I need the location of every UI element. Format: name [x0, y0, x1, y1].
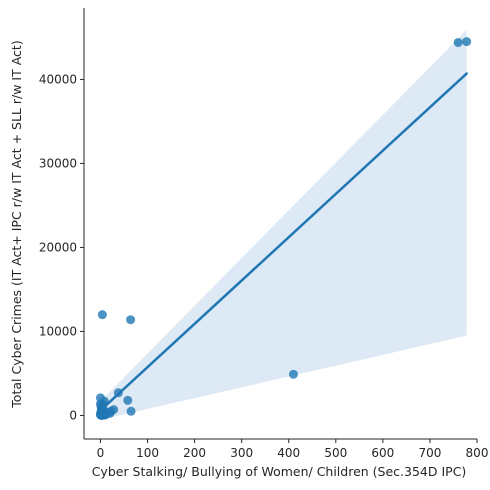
x-tick-label: 300: [230, 446, 253, 460]
y-tick-label: 0: [69, 408, 77, 422]
x-tick-label: 0: [97, 446, 105, 460]
x-tick-label: 700: [418, 446, 441, 460]
y-axis-ticks: 0 10000 20000 30000 40000: [39, 72, 84, 422]
data-point-6: [123, 396, 132, 405]
x-axis-ticks: 0 100 200 300 400 500 600 700 800: [97, 439, 489, 460]
data-point-8: [127, 407, 136, 416]
x-tick-label: 400: [277, 446, 300, 460]
data-point-27: [98, 411, 107, 420]
x-tick-label: 100: [136, 446, 159, 460]
x-tick-label: 800: [466, 446, 489, 460]
y-tick-label: 10000: [39, 324, 77, 338]
x-tick-label: 200: [183, 446, 206, 460]
data-point-4: [126, 315, 135, 324]
y-tick-label: 40000: [39, 72, 77, 86]
y-tick-label: 30000: [39, 156, 77, 170]
data-point-1: [462, 37, 471, 46]
x-axis-label: Cyber Stalking/ Bullying of Women/ Child…: [92, 464, 467, 479]
y-tick-label: 20000: [39, 240, 77, 254]
data-point-2: [289, 370, 298, 379]
data-point-0: [454, 38, 463, 47]
x-tick-label: 500: [324, 446, 347, 460]
y-axis-label: Total Cyber Crimes (IT Act+ IPC r/w IT A…: [9, 40, 24, 408]
data-point-3: [98, 310, 107, 319]
x-tick-label: 600: [371, 446, 394, 460]
